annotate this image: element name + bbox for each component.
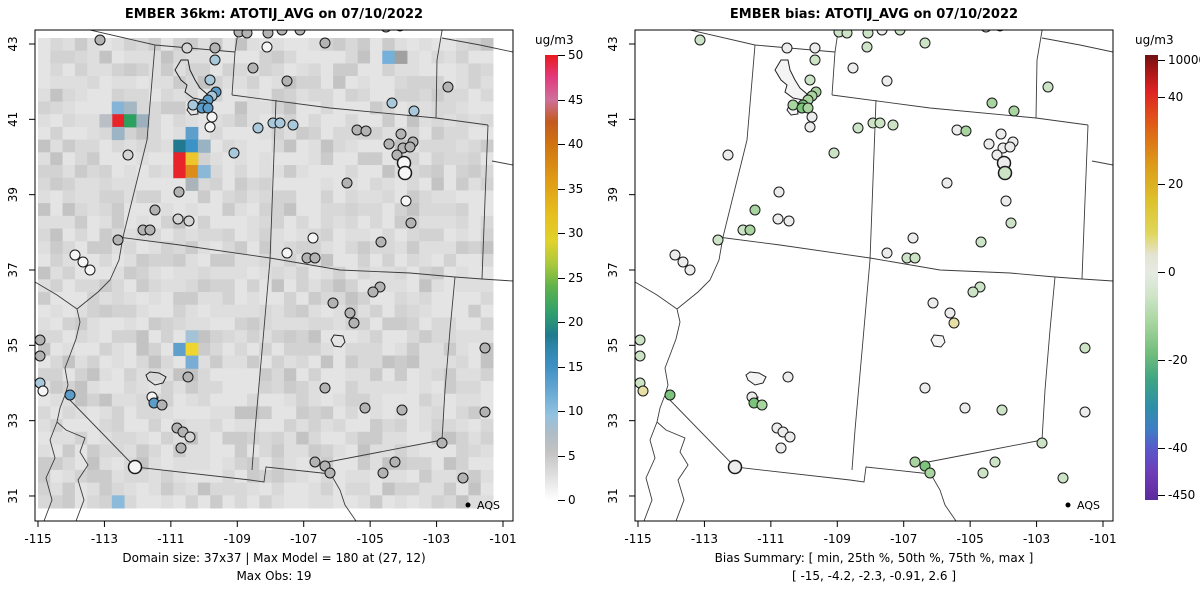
colorbar xyxy=(1145,55,1158,500)
svg-text:39: 39 xyxy=(606,187,620,202)
aqs-legend: AQS xyxy=(465,499,500,512)
svg-text:-101: -101 xyxy=(1089,532,1116,546)
y-axis: 43 41 39 37 35 33 31 xyxy=(606,36,635,504)
svg-text:41: 41 xyxy=(606,112,620,127)
svg-text:-107: -107 xyxy=(890,532,917,546)
bias-panel: EMBER bias: ATOTIJ_AVG on 07/10/2022 -11… xyxy=(600,0,1200,600)
panel-title: EMBER 36km: ATOTIJ_AVG on 07/10/2022 xyxy=(124,7,424,22)
caption-bias-summary: Bias Summary: [ min, 25th %, 50th %, 75t… xyxy=(714,551,1034,565)
colorbar-tick: 40 xyxy=(558,137,583,151)
colorbar-tick: 10000 xyxy=(1158,53,1200,67)
caption-domain: Domain size: 37x37 | Max Model = 180 at … xyxy=(122,551,426,565)
colorbar-tick: -40 xyxy=(1158,441,1188,455)
svg-text:-113: -113 xyxy=(691,532,718,546)
svg-text:-105: -105 xyxy=(357,532,384,546)
svg-text:-101: -101 xyxy=(489,532,516,546)
svg-text:-111: -111 xyxy=(757,532,784,546)
svg-text:41: 41 xyxy=(6,112,20,127)
svg-text:-105: -105 xyxy=(957,532,984,546)
svg-text:31: 31 xyxy=(6,488,20,503)
colorbar-tick: 30 xyxy=(558,226,583,240)
map-plot: -115 -113 -111 -109 -107 -105 -103 -101 43 41 39 3… xyxy=(606,29,1117,546)
svg-text:-103: -103 xyxy=(1023,532,1050,546)
aqs-legend: AQS xyxy=(1065,499,1100,512)
svg-text:-107: -107 xyxy=(290,532,317,546)
colorbar-tick: 0 xyxy=(1158,265,1176,279)
map-plot: -115 -113 -111 -109 -107 -105 -103 -101 43 41 39 3… xyxy=(6,29,517,546)
svg-text:-109: -109 xyxy=(824,532,851,546)
svg-text:43: 43 xyxy=(6,36,20,51)
svg-text:33: 33 xyxy=(6,413,20,428)
state-borders xyxy=(635,30,1113,521)
colorbar xyxy=(545,55,558,500)
plot-frame xyxy=(634,29,1114,522)
colorbar-tick: 35 xyxy=(558,182,583,196)
aqs-stations xyxy=(635,30,1091,484)
lake-outlines xyxy=(745,59,946,404)
svg-text:-103: -103 xyxy=(423,532,450,546)
y-axis: 43 41 39 37 35 33 31 xyxy=(6,36,35,504)
svg-text:31: 31 xyxy=(606,488,620,503)
svg-text:39: 39 xyxy=(6,187,20,202)
colorbar-tick: 0 xyxy=(558,493,576,507)
svg-text:33: 33 xyxy=(606,413,620,428)
caption-maxobs: Max Obs: 19 xyxy=(236,569,312,583)
svg-text:35: 35 xyxy=(606,338,620,353)
colorbar-tick: 25 xyxy=(558,271,583,285)
model-panel: EMBER 36km: ATOTIJ_AVG on 07/10/2022 -11… xyxy=(6,7,583,583)
x-axis: -115 -113 -111 -109 -107 -105 -103 -101 xyxy=(24,521,517,546)
svg-text:-115: -115 xyxy=(24,532,51,546)
colorbar-tick: 20 xyxy=(1158,177,1183,191)
colorbar-label: ug/m3 xyxy=(1135,33,1174,47)
svg-text:-111: -111 xyxy=(157,532,184,546)
svg-text:35: 35 xyxy=(6,338,20,353)
panel-title: EMBER bias: ATOTIJ_AVG on 07/10/2022 xyxy=(729,7,1019,22)
svg-text:43: 43 xyxy=(606,36,620,51)
aqs-legend-label: AQS xyxy=(477,499,500,512)
svg-text:37: 37 xyxy=(606,262,620,277)
colorbar-tick: 40 xyxy=(1158,90,1183,104)
colorbar-tick: 45 xyxy=(558,93,583,107)
colorbar-tick: -20 xyxy=(1158,353,1188,367)
svg-text:-115: -115 xyxy=(624,532,651,546)
aqs-legend-dot xyxy=(1065,502,1071,508)
colorbar-label: ug/m3 xyxy=(535,33,574,47)
state-borders xyxy=(35,30,513,521)
plot-frame xyxy=(34,29,514,522)
svg-text:-113: -113 xyxy=(91,532,118,546)
colorbar-tick: -450 xyxy=(1158,488,1195,502)
aqs-legend-dot xyxy=(465,502,471,508)
svg-text:37: 37 xyxy=(6,262,20,277)
x-axis: -115 -113 -111 -109 -107 -105 -103 -101 xyxy=(624,521,1117,546)
colorbar-tick: 10 xyxy=(558,404,583,418)
colorbar-tick: 5 xyxy=(558,449,576,463)
aqs-legend-label: AQS xyxy=(1077,499,1100,512)
svg-text:-109: -109 xyxy=(224,532,251,546)
aqs-stations xyxy=(35,30,491,484)
caption-bias-values: [ -15, -4.2, -2.3, -0.91, 2.6 ] xyxy=(791,569,957,583)
colorbar-tick: 50 xyxy=(558,48,583,62)
colorbar-tick: 15 xyxy=(558,360,583,374)
colorbar-tick: 20 xyxy=(558,315,583,329)
